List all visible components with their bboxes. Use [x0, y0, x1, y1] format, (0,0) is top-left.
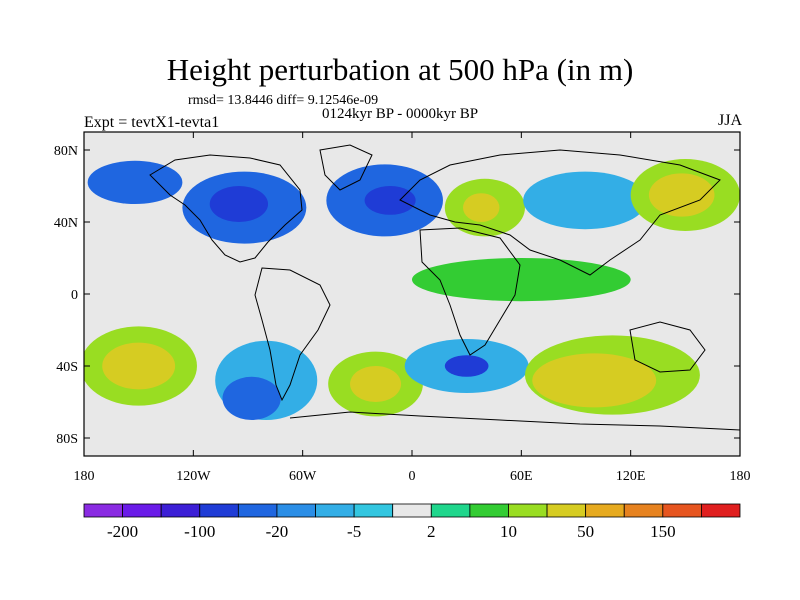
region-europe-core: [463, 193, 500, 223]
rmsd-diff-line: rmsd= 13.8446 diff= 9.12546e-09: [188, 93, 379, 108]
y-tick-label: 40N: [54, 216, 78, 231]
colorbar-swatch: [276, 503, 316, 518]
x-tick-label: 180: [74, 469, 95, 484]
colorbar-swatch: [430, 503, 471, 518]
coastlines: [149, 144, 740, 431]
colorbar-swatch: [199, 503, 239, 518]
colorbar-label: 2: [427, 522, 436, 541]
colorbar-swatch: [469, 503, 509, 518]
colorbar-swatch: [237, 503, 278, 518]
x-tick-label: 120E: [616, 469, 646, 484]
colorbar-label: -5: [347, 522, 361, 541]
colorbar-swatch: [585, 503, 625, 518]
experiment-label: Expt = tevtX1-tevta1: [84, 114, 220, 131]
y-tick-label: 80S: [56, 432, 78, 447]
region-tropics-green: [411, 258, 631, 302]
colorbar: -200 -100 -20 -5 2 10 50 150: [83, 503, 741, 541]
coast-africa: [419, 227, 521, 356]
region-south-atlantic-core: [350, 366, 402, 402]
coast-south-america: [254, 267, 331, 402]
colorbar-swatch: [83, 503, 123, 518]
region-north-atlantic-core: [364, 186, 416, 215]
colorbar-swatch: [662, 503, 702, 518]
colorbar-label: 10: [500, 522, 517, 541]
region-asia-blue: [523, 171, 648, 230]
period-label: 0124kyr BP - 0000kyr BP: [322, 106, 479, 122]
y-tick-label: 40S: [56, 360, 78, 375]
region-north-pacific-blue-high: [87, 160, 183, 204]
coast-eurasia: [399, 149, 721, 276]
season-label: JJA: [717, 112, 742, 129]
x-tick-label: 60E: [510, 469, 533, 484]
colorbar-label: 50: [577, 522, 594, 541]
x-tick-label: 120W: [176, 469, 211, 484]
colorbar-swatch: [701, 503, 741, 518]
y-tick-label: 80N: [54, 144, 78, 159]
colorbar-swatch: [392, 503, 432, 518]
colorbar-label: -200: [107, 522, 138, 541]
colorbar-label: -100: [184, 522, 215, 541]
region-north-pacific-core: [648, 173, 715, 217]
y-axis-ticks: 80N 40N 0 40S 80S: [54, 144, 740, 447]
contour-field: [84, 159, 740, 420]
colorbar-swatch: [546, 503, 587, 518]
x-axis-ticks: 180 120W 60W 0 60E 120E 180: [74, 132, 751, 484]
colorbar-swatch: [315, 503, 355, 518]
colorbar-swatch: [353, 503, 394, 518]
colorbar-label: -20: [266, 522, 289, 541]
x-tick-label: 0: [409, 469, 416, 484]
coast-north-america: [149, 154, 303, 263]
chart-title: Height perturbation at 500 hPa (in m): [166, 52, 634, 87]
coast-australia: [629, 321, 706, 373]
colorbar-swatch: [508, 503, 548, 518]
y-tick-label: 0: [71, 288, 78, 303]
region-australia-core: [532, 353, 657, 408]
x-tick-label: 180: [730, 469, 751, 484]
colorbar-swatch: [160, 503, 201, 518]
region-indian-ocean-core: [444, 355, 489, 377]
region-north-america-core: [209, 186, 269, 222]
region-south-pacific-core: [102, 342, 176, 390]
colorbar-label: 150: [650, 522, 676, 541]
coast-antarctica: [289, 411, 740, 431]
colorbar-swatch: [122, 503, 162, 518]
x-tick-label: 60W: [289, 469, 317, 484]
region-south-america-core: [222, 376, 281, 420]
coast-greenland: [319, 144, 373, 191]
colorbar-swatch: [623, 503, 664, 518]
